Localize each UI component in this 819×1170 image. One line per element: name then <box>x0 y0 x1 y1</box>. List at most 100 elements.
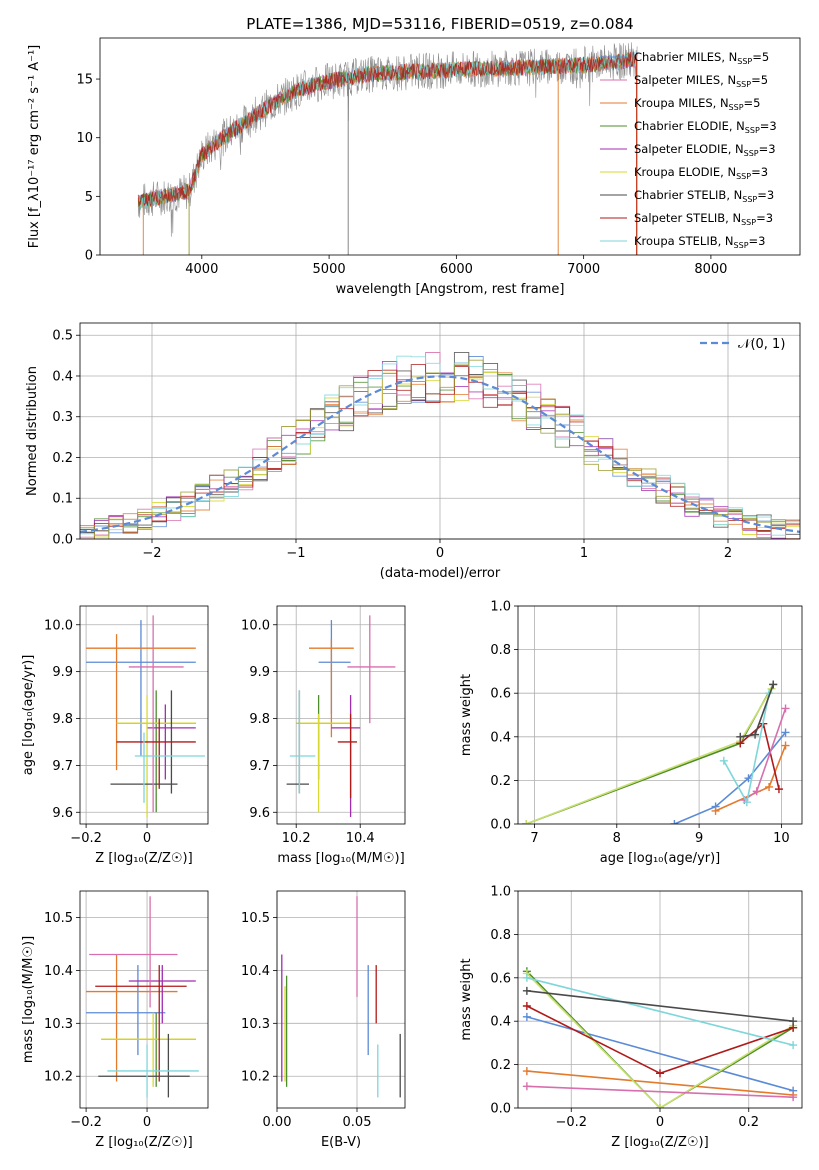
data-point <box>89 896 178 1008</box>
y-tick-label: 0.6 <box>490 687 511 702</box>
spectrum-series-line <box>137 51 638 207</box>
x-axis-label: wavelength [Angstrom, rest frame] <box>336 282 565 297</box>
legend-label: Kroupa MILES, NSSP=5 <box>634 96 760 112</box>
x-tick-label: 7 <box>530 831 538 846</box>
x-tick-label: 1 <box>580 546 588 561</box>
y-tick-label: 9.7 <box>52 759 73 774</box>
data-point <box>134 732 205 803</box>
axes-frame <box>517 605 803 825</box>
spectrum-legend: Chabrier MILES, NSSP=5 Salpeter MILES, NS… <box>600 50 777 250</box>
x-tick-label: 5000 <box>313 262 346 277</box>
data-point <box>296 695 351 780</box>
data-point <box>309 638 354 738</box>
series-line <box>526 1085 794 1098</box>
y-tick-label: 15 <box>76 73 93 88</box>
y-tick-label: 9.9 <box>249 665 270 680</box>
series-marker <box>670 820 679 824</box>
series-marker <box>789 1093 798 1102</box>
x-tick-label: −0.2 <box>70 1115 102 1130</box>
data-point <box>116 718 196 789</box>
data-point <box>347 615 396 724</box>
y-tick-label: 9.6 <box>249 806 270 821</box>
y-axis-label: mass [log₁₀(M/M☉)] <box>21 936 36 1063</box>
legend-label: Kroupa ELODIE, NSSP=3 <box>634 165 768 181</box>
y-tick-label: 10.3 <box>44 1017 73 1032</box>
x-axis-label: age [log₁₀(age/yr)] <box>600 851 721 866</box>
panel-mw-metal: −0.2 0 0.2 0.0 0.2 0.4 0.6 0.8 1.0 Z [log₁₀(Z/Z☉)… <box>459 885 803 1150</box>
plot-area <box>522 967 798 1108</box>
data-point <box>296 713 351 813</box>
x-axis-label: Z [log₁₀(Z/Z☉)] <box>95 851 192 866</box>
plot-area <box>80 351 800 539</box>
x-axis-label: E(B-V) <box>321 1135 361 1150</box>
y-tick-label: 0.3 <box>52 410 73 425</box>
series-marker <box>522 1012 531 1021</box>
y-tick-label: 0.8 <box>490 928 511 943</box>
y-tick-label: 0.4 <box>490 730 511 745</box>
y-tick-label: 10.2 <box>241 1070 270 1085</box>
y-axis-label: Flux [f_λ10⁻¹⁷ erg cm⁻² s⁻¹ A⁻¹] <box>27 45 42 249</box>
panel-residuals: −2 −1 0 1 2 0.0 0.1 0.2 0.3 0.4 0.5 (data-model)/er… <box>25 322 801 581</box>
y-tick-label: 9.8 <box>52 712 73 727</box>
x-tick-label: 0 <box>656 1115 664 1130</box>
x-tick-label: 0.00 <box>263 1115 292 1130</box>
legend-label: Chabrier STELIB, NSSP=3 <box>634 188 774 204</box>
panel-spectrum: 4000 5000 6000 7000 8000 0 5 10 15 wavelength [An… <box>27 37 801 297</box>
y-tick-label: 10.4 <box>44 964 73 979</box>
series-marker <box>774 785 783 794</box>
x-tick-label: 0.05 <box>343 1115 372 1130</box>
data-point <box>101 1012 196 1087</box>
plot-area <box>286 615 396 817</box>
y-tick-label: 0.0 <box>490 818 511 833</box>
axes-frame <box>79 890 209 1109</box>
legend-label: Salpeter MILES, NSSP=5 <box>634 73 768 89</box>
plot-area <box>281 896 401 1098</box>
series-marker <box>765 782 774 791</box>
series-line <box>525 684 774 824</box>
data-point <box>289 690 316 794</box>
y-tick-label: 10.2 <box>44 1070 73 1085</box>
legend-label: Salpeter ELODIE, NSSP=3 <box>634 142 776 158</box>
y-tick-label: 0.0 <box>52 533 73 548</box>
plot-area <box>522 680 790 824</box>
y-tick-label: 9.8 <box>249 712 270 727</box>
y-tick-label: 0.4 <box>490 1015 511 1030</box>
x-axis-label: (data-model)/error <box>380 566 501 581</box>
y-axis-label: age [log₁₀(age/yr)] <box>21 655 36 776</box>
panel-age-mass: 10.2 10.4 9.6 9.7 9.8 9.9 10.0 mass [log₁₀(M/M☉… <box>241 605 406 866</box>
series-marker <box>789 1041 798 1050</box>
series-marker <box>522 973 531 982</box>
series-marker <box>522 1082 531 1091</box>
series-marker <box>736 732 745 741</box>
y-tick-label: 0.1 <box>52 492 73 507</box>
gaussian-curve <box>80 375 800 533</box>
y-tick-label: 10.0 <box>44 618 73 633</box>
y-tick-label: 10.4 <box>241 964 270 979</box>
x-tick-label: 8 <box>613 831 621 846</box>
legend-label: Salpeter STELIB, NSSP=3 <box>634 211 773 227</box>
y-tick-label: 0.0 <box>490 1102 511 1117</box>
series-line <box>525 688 773 824</box>
series-marker <box>769 680 778 689</box>
series-line <box>526 977 794 1046</box>
data-point <box>107 1044 199 1098</box>
plot-area <box>86 896 199 1098</box>
y-tick-label: 1.0 <box>490 600 511 615</box>
legend-label: 𝒩(0, 1) <box>738 337 785 352</box>
x-tick-label: −0.2 <box>555 1115 587 1130</box>
axes-frame <box>99 37 801 256</box>
x-tick-label: 4000 <box>185 262 218 277</box>
y-tick-label: 10.3 <box>241 1017 270 1032</box>
data-point <box>86 954 178 1082</box>
data-point <box>128 615 184 813</box>
series-marker <box>781 728 790 737</box>
y-tick-label: 10.0 <box>241 618 270 633</box>
panel-mass-ebv: 0.00 0.05 10.2 10.3 10.4 10.5 E(B-V) <box>241 890 406 1150</box>
plot-area <box>86 615 205 817</box>
y-axis-label: mass weight <box>459 958 474 1040</box>
y-tick-label: 0.8 <box>490 643 511 658</box>
x-axis-label: Z [log₁₀(Z/Z☉)] <box>611 1135 708 1150</box>
series-marker <box>656 1104 664 1108</box>
series-marker <box>711 806 720 815</box>
series-marker <box>781 741 790 750</box>
